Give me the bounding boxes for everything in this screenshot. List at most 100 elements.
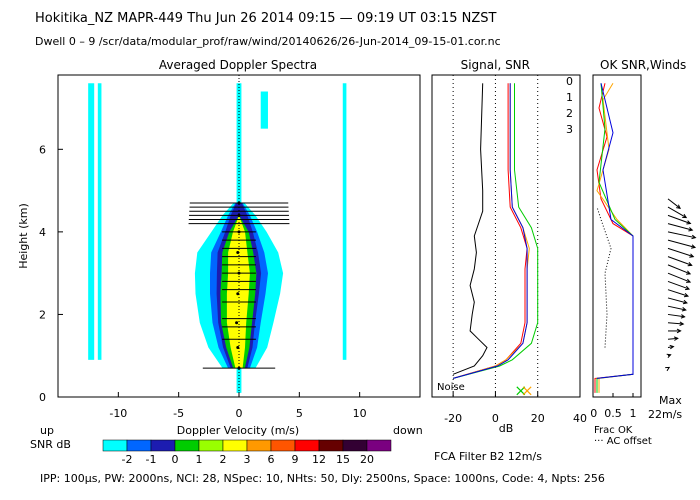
ok-x-tick-label: 0.5 <box>604 407 622 420</box>
wind-arrow <box>667 223 693 231</box>
up-label: up <box>40 424 54 437</box>
spectra-xlabel: Doppler Velocity (m/s) <box>177 424 299 437</box>
colorbar-tick-label: -2 <box>122 453 133 466</box>
wind-arrow <box>667 256 692 266</box>
colorbar-cell <box>102 439 128 452</box>
wind-arrowhead <box>691 234 697 240</box>
legend-entry: 0 <box>566 75 573 88</box>
colorbar-cell <box>198 439 224 452</box>
wind-arrowhead <box>685 285 691 291</box>
wind-arrowhead <box>682 213 688 219</box>
wind-arrow <box>667 280 690 290</box>
noise-marker <box>522 386 532 396</box>
wind-arrow <box>667 206 687 219</box>
wind-arrow <box>667 289 689 297</box>
legend-entry: 3 <box>566 123 573 136</box>
wind-arrowhead <box>676 328 682 334</box>
mean-velocity-point <box>236 345 240 349</box>
wind-arrowhead <box>689 253 695 258</box>
mean-velocity-point <box>236 251 240 255</box>
snr-series-line <box>452 83 528 379</box>
wind-arrowhead <box>669 344 675 350</box>
colorbar-tick-label: 20 <box>360 453 374 466</box>
snr-panel: -20 0 20 40 Noise dB <box>431 74 587 435</box>
colorbar-tick-label: 2 <box>220 453 227 466</box>
colorbar-tick-label: 15 <box>336 453 350 466</box>
wind-arrow <box>667 247 694 258</box>
wind-arrow <box>667 313 685 318</box>
colorbar-label: SNR dB <box>30 438 71 451</box>
colorbar-cell <box>270 439 296 452</box>
mean-velocity-point <box>237 230 241 234</box>
clutter-stripe <box>88 83 95 360</box>
colorbar-tick-label: 1 <box>196 453 203 466</box>
ok-series-line <box>596 83 634 379</box>
clutter-stripe <box>97 83 102 360</box>
mean-velocity-point <box>237 366 241 370</box>
wind-arrowhead <box>676 204 681 209</box>
legend-entry: 2 <box>566 107 573 120</box>
colorbar-tick-label: 12 <box>312 453 326 466</box>
clutter-stripe <box>342 83 347 360</box>
wind-arrowhead <box>690 244 697 249</box>
colorbar-cell <box>174 439 200 452</box>
y-tick-label: 2 <box>39 308 46 321</box>
wind-arrow <box>667 322 684 325</box>
ok-x-tick-label: 0 <box>590 407 597 420</box>
wind-arrowhead <box>679 321 685 326</box>
mean-velocity-point <box>237 201 241 205</box>
snr-x-tick-label: 0 <box>492 412 499 425</box>
wind-arrow <box>667 305 686 311</box>
colorbar-tick-label: 9 <box>292 453 299 466</box>
snr-x-tick-label: 40 <box>573 412 587 425</box>
wind-arrowhead <box>665 366 671 372</box>
snr-frame <box>431 74 581 398</box>
ac-offset-line <box>596 206 612 348</box>
snr-title: Signal, SNR <box>461 58 530 72</box>
colorbar-cell <box>342 439 368 452</box>
snr-x-tick-label: 20 <box>531 412 545 425</box>
frac-ok-label: Frac OK <box>594 425 633 436</box>
colorbar-tick-label: 3 <box>244 453 251 466</box>
snr-series-line <box>452 83 539 379</box>
y-tick-label: 0 <box>39 391 46 404</box>
wind-arrowhead <box>686 278 692 283</box>
colorbar-tick-label: 6 <box>268 453 275 466</box>
snr-x-tick-label: -20 <box>444 412 462 425</box>
mean-velocity-point <box>236 292 240 296</box>
ok-series-line <box>596 83 634 393</box>
ok-x-tick-label: 1 <box>630 407 637 420</box>
down-label: down <box>393 424 423 437</box>
ok-winds-panel: 0.5 1 0 0 1 2 3 Frac OK ··· AC offset Max 22m… <box>566 74 697 447</box>
wind-arrow <box>667 231 696 239</box>
snr-colorbar: SNR dB -2 -1 0 1 2 3 6 9 12 15 20 <box>30 438 392 466</box>
wind-arrow <box>667 264 691 275</box>
wind-arrow <box>667 337 678 340</box>
ok-series-line <box>594 83 634 393</box>
wind-arrow <box>667 272 691 283</box>
colorbar-cell <box>318 439 344 452</box>
wind-arrowhead <box>682 299 688 305</box>
header-title: Hokitika_NZ MAPR-449 Thu Jun 26 2014 09:… <box>35 11 496 26</box>
wind-arrowhead <box>683 292 690 298</box>
spectra-title: Averaged Doppler Spectra <box>159 58 317 72</box>
x-tick-label: -10 <box>109 407 127 420</box>
speckle <box>260 91 268 129</box>
noise-label: Noise <box>437 382 465 393</box>
colorbar-cell <box>294 439 320 452</box>
snr-series-line <box>452 83 488 375</box>
snr-xlabel: dB <box>499 422 514 435</box>
colorbar-cell <box>246 439 272 452</box>
snr-series-line <box>452 83 528 379</box>
wind-max-value: 22m/s <box>648 408 682 421</box>
snr-series-line <box>452 83 530 379</box>
x-tick-label: 10 <box>353 407 367 420</box>
noise-marker <box>516 386 526 396</box>
header-dwell-path: Dwell 0 – 9 /scr/data/modular_prof/raw/w… <box>35 35 501 48</box>
footer-params: IPP: 100µs, PW: 2000ns, NCI: 28, NSpec: … <box>40 472 605 485</box>
colorbar-cell <box>366 439 392 452</box>
colorbar-cell <box>150 439 176 452</box>
colorbar-cell <box>126 439 152 452</box>
wind-arrowhead <box>666 353 672 359</box>
